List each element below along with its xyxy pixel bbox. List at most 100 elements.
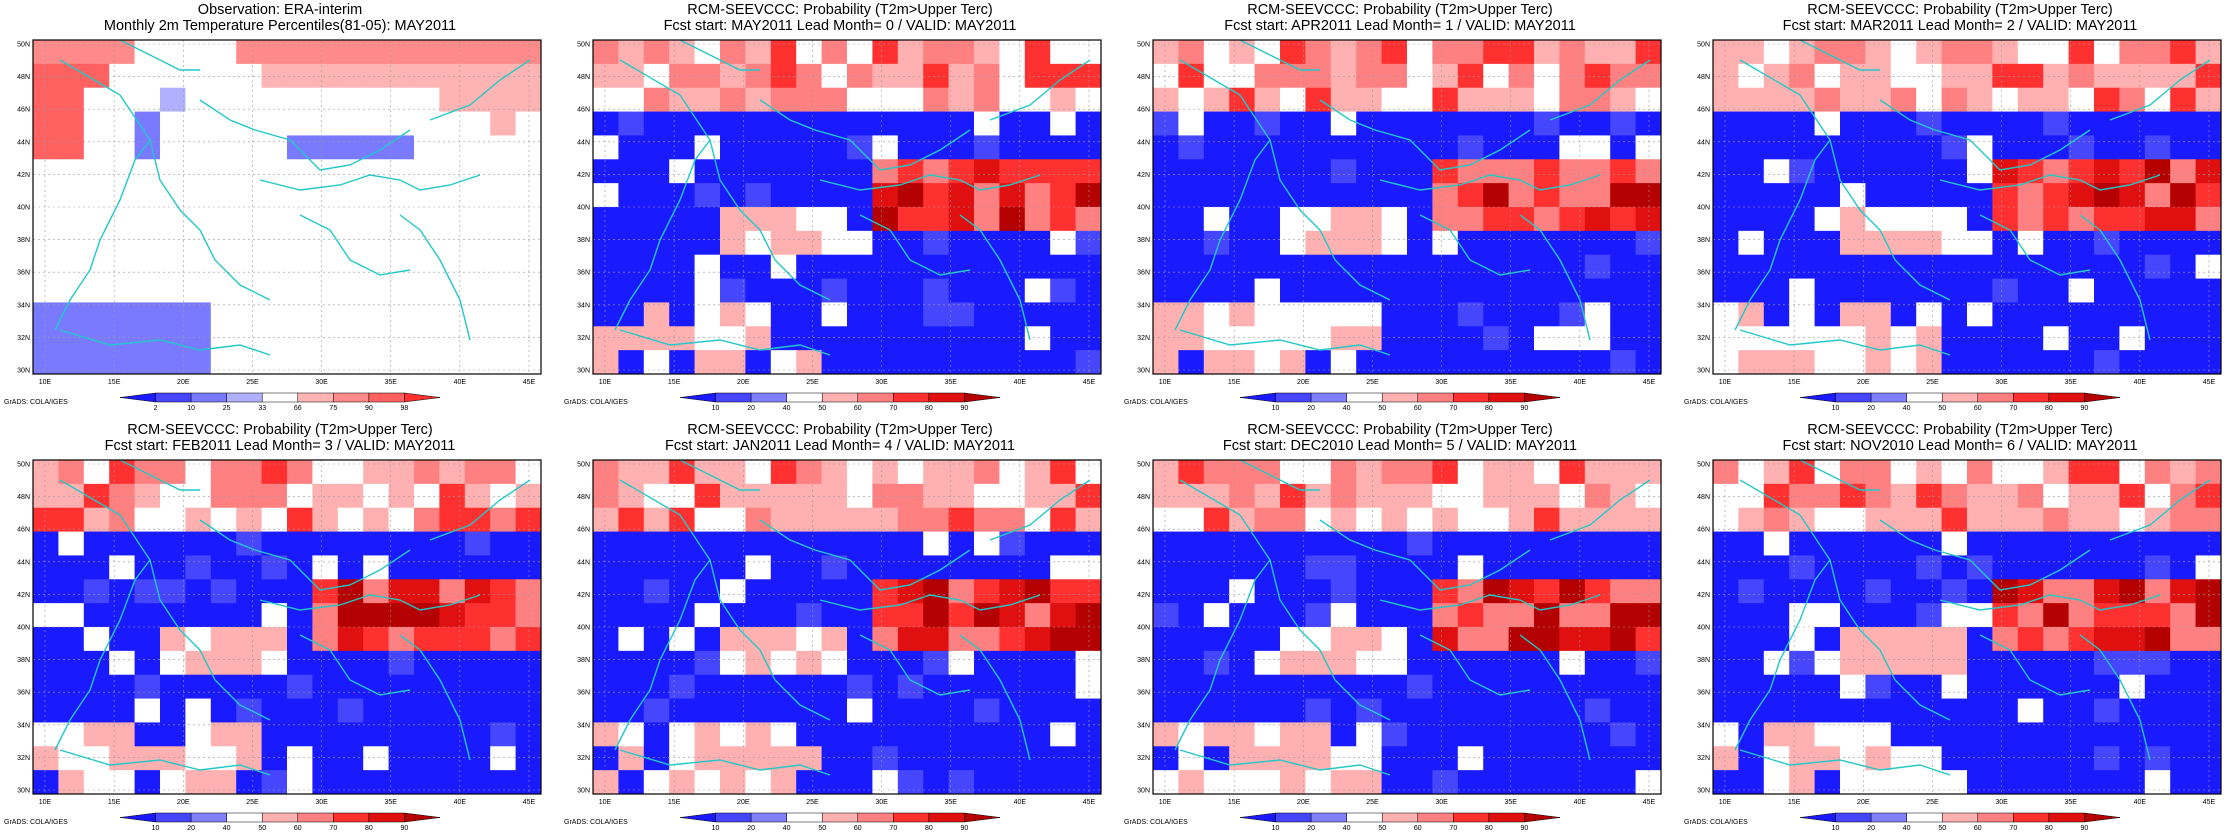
grid-cell [847,603,873,628]
grid-cell [58,254,85,280]
grid-cell [1789,135,1816,160]
grid-cell [160,555,186,580]
grid-cell [1610,627,1637,652]
colorbar-label: 10 [152,825,160,832]
colorbar-label: 70 [889,825,897,832]
lon-tick-label: 40E [1014,799,1027,806]
grid-cell [847,650,873,676]
grid-cell [1483,627,1510,652]
grid-cell [1457,302,1484,327]
coastline-path [1379,594,1601,611]
lat-tick-label: 40N [577,205,590,212]
grid-cell [515,770,542,795]
grid-cell [1407,579,1433,604]
grid-cell [1890,627,1917,652]
lat-tick-label: 34N [1697,722,1710,729]
grid-cell [261,722,288,747]
gridlines [1153,40,1661,374]
grid-cell [1763,722,1790,747]
grid-cell [312,460,339,485]
grid-cell [1916,254,1943,280]
grid-cell [236,40,263,65]
grid-cell [185,254,212,280]
lon-tick-label: 20E [177,379,190,386]
grid-cell [1381,579,1408,604]
grid-cell [720,698,746,723]
grid-cell [210,350,237,375]
grid-cell [923,770,950,795]
grid-cell [897,698,924,723]
grid-cell [2144,746,2171,771]
grid-cell [1534,746,1560,771]
grid-cell [210,183,237,208]
coastline-path [959,634,1031,761]
grid-cell [1483,302,1510,327]
grid-cell [414,722,440,747]
grid-cell [109,770,136,795]
grid-cell [1203,135,1230,160]
grid-cell [1229,350,1256,375]
grid-cell [2017,770,2044,795]
grid-cell [1763,278,1790,303]
grid-cell [694,674,721,700]
grid-cell [1178,770,1205,795]
lat-tick-label: 36N [1697,270,1710,277]
colorbar-label: 60 [1974,405,1982,412]
grid-cell [1356,722,1383,747]
panel-title-line1: Observation: ERA-interim [197,2,363,18]
map-panel: 10E 15E 20E 25E 30E 35E 40E 45E 30N 32N 34N 36N 38N 4… [1680,0,2240,420]
grid-cell [745,278,772,303]
grid-cell [1584,63,1611,89]
grid-cell [236,507,263,533]
grid-cell [643,722,670,747]
coastlines [1734,39,2211,356]
grid-cell [414,627,440,652]
coastline-path [2079,214,2151,341]
grid-cell [2094,698,2120,723]
grid-cell [261,483,288,509]
grid-cell [1789,483,1816,509]
grid-cell [1457,111,1484,136]
grid-cell [1153,555,1179,580]
grid-cell [134,483,161,509]
grid-cell [1229,674,1256,700]
grid-cell [287,254,313,280]
map-svg: 10E 15E 20E 25E 30E 35E 40E 45E30N32N34N36N38N4… [1137,459,1662,832]
grid-cell [1840,63,1866,89]
lat-tick-label: 42N [1697,172,1710,179]
colorbar: 10 20 40 50 60 70 80 90 [119,812,441,832]
grid-cell [1254,87,1281,113]
grid-cell [643,159,670,184]
grid-cell [83,603,110,628]
grid-cell [1330,230,1357,256]
grid-cell [1840,302,1866,327]
lat-tick-label: 44N [1137,559,1150,566]
colorbar-label: 10 [187,405,195,412]
grid-cell [2195,627,2222,652]
grid-cell [1075,183,1102,208]
lon-tick-label: 25E [246,799,259,806]
grid-cell [948,326,975,351]
grid-cell [1432,87,1459,113]
grid-cell [1050,460,1077,485]
grid-cell [1941,507,1968,533]
grid-cell [897,207,924,232]
grid-cell [490,603,517,628]
grid-cell [337,183,364,208]
lon-tick-label: 15E [668,799,681,806]
grid-cell [1508,207,1535,232]
grid-cell [974,87,1000,113]
grid-cell [2094,460,2120,485]
lat-tick-label: 38N [1137,237,1150,244]
grid-cell [1738,159,1765,184]
grid-cell [1203,722,1230,747]
grid-cell [83,507,110,533]
grid-cell [770,183,797,208]
grid-cell [464,254,491,280]
grid-cell [821,483,848,509]
grid-cell [643,603,670,628]
coastline-path [1734,139,1831,331]
grid-cell [1992,770,2019,795]
coastlines [54,459,531,776]
grid-cell [1050,159,1077,184]
